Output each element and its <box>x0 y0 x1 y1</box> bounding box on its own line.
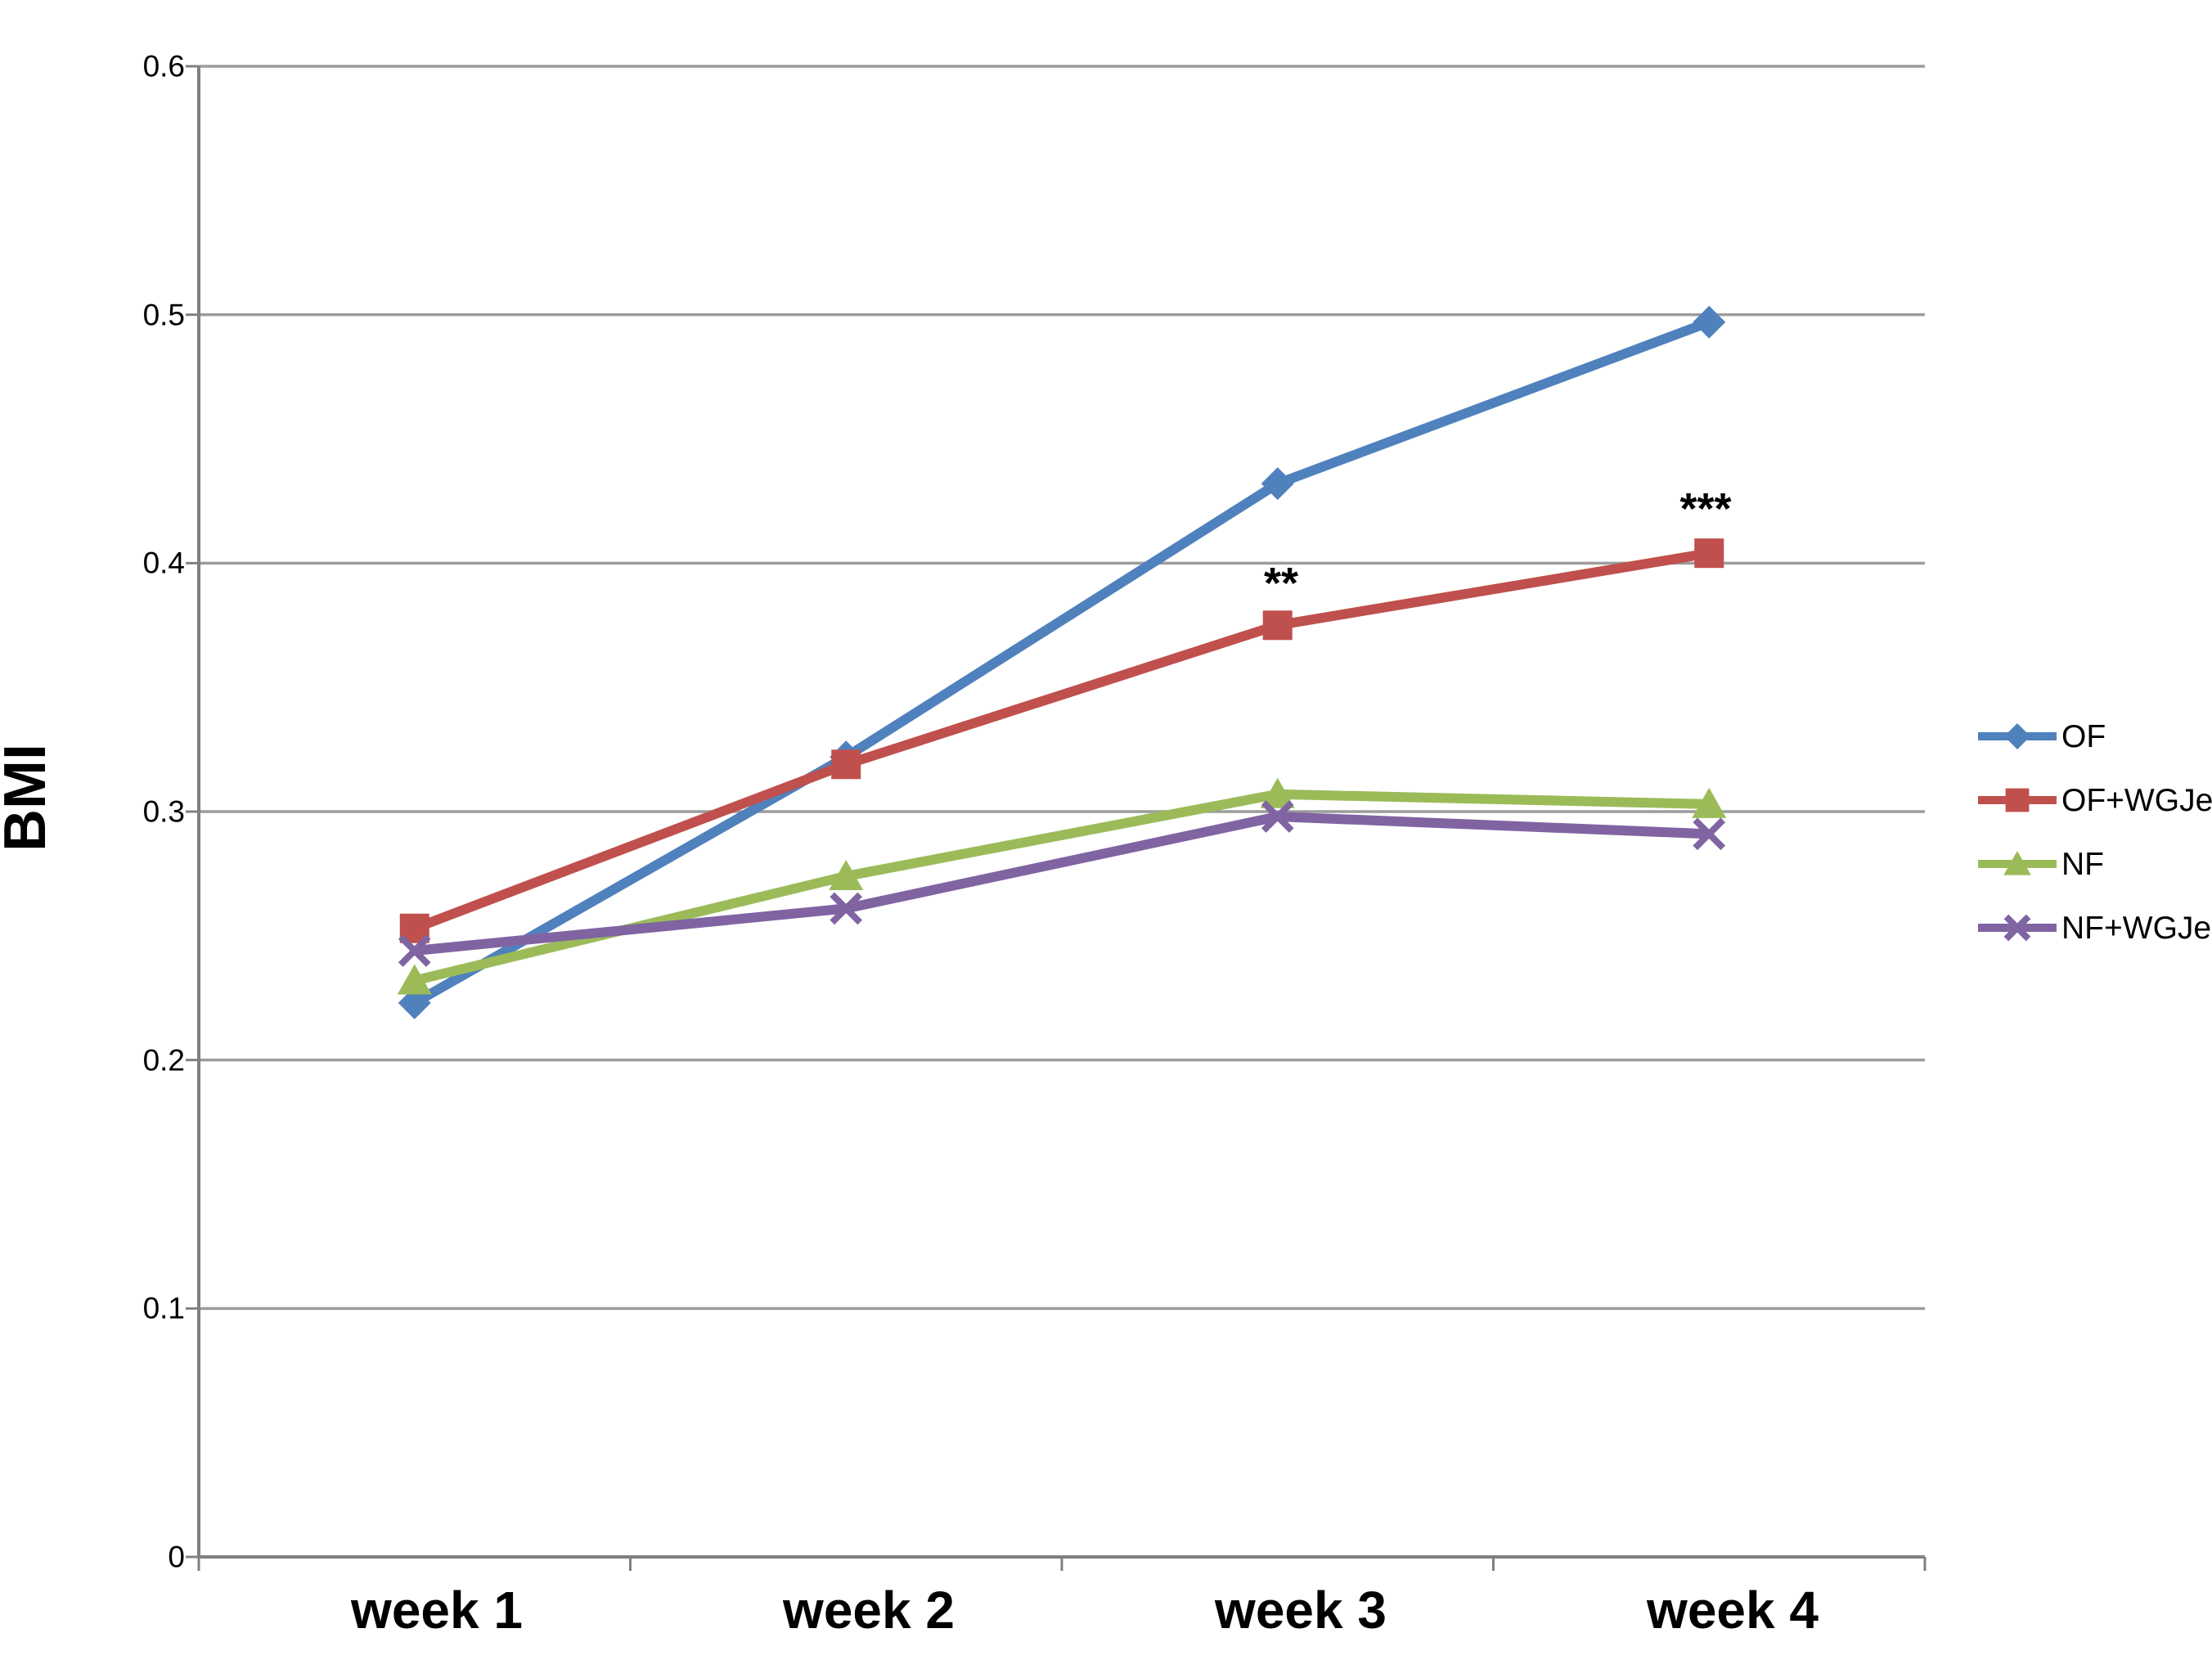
series-line-OF+WGJe <box>409 548 1715 933</box>
series-line-OF <box>409 317 1715 1008</box>
y-tick-label: 0.3 <box>143 795 185 829</box>
y-tick-label: 0.6 <box>143 50 185 83</box>
series-line-NF+WGJe <box>409 812 1715 956</box>
data-point-NF-week 1 <box>397 964 432 995</box>
y-tick-label: 0.1 <box>143 1292 185 1325</box>
data-point-NF+WGJe-week 1 <box>398 934 431 967</box>
legend-marker-NF <box>2003 851 2031 875</box>
data-point-NF+WGJe-week 2 <box>830 892 863 925</box>
data-point-OF+WGJe-week 4 <box>1694 538 1724 569</box>
gridlines <box>199 65 1925 1311</box>
y-axis-title: BMI <box>0 744 58 852</box>
x-tick-label: week 1 <box>350 1581 523 1640</box>
significance-annotation-week3: ** <box>1264 559 1298 608</box>
data-point-OF-week 3 <box>1261 467 1294 501</box>
y-tick-label: 0.5 <box>143 299 185 332</box>
legend-marker-OF <box>2004 723 2030 749</box>
legend-label-nfwgje: NF+WGJe <box>2061 911 2211 946</box>
y-tick-label: 0.2 <box>143 1044 185 1077</box>
x-tick-label: week 3 <box>1214 1581 1387 1640</box>
legend-marker-OF+WGJe <box>2005 788 2030 812</box>
data-point-NF+WGJe-week 4 <box>1693 817 1726 851</box>
legend-label-nf: NF <box>2061 847 2104 882</box>
data-point-NF-week 4 <box>1692 787 1727 818</box>
y-tick-label: 0.4 <box>143 547 185 580</box>
series-lines <box>397 305 1727 1019</box>
data-point-OF-week 4 <box>1693 305 1726 339</box>
significance-annotation-week4: *** <box>1679 484 1731 533</box>
legend-marker-NF+WGJe <box>2003 914 2031 942</box>
y-tick-label: 0 <box>168 1541 185 1574</box>
data-point-OF+WGJe-week 3 <box>1262 610 1293 641</box>
legend-markers <box>1978 723 2057 942</box>
x-tick-label: week 2 <box>782 1581 955 1640</box>
legend-label-of: OF <box>2061 719 2106 754</box>
data-point-OF+WGJe-week 2 <box>831 749 861 780</box>
chart-text: BMI 0 0.1 0.2 0.3 0.4 0.5 0.6 week 1 wee… <box>0 50 2212 1640</box>
x-tick-label: week 4 <box>1646 1581 1819 1640</box>
data-point-OF-week 1 <box>398 986 431 1019</box>
axes <box>186 65 1927 1571</box>
data-point-NF-week 2 <box>829 859 864 890</box>
data-point-NF-week 3 <box>1260 777 1295 808</box>
legend-label-ofwgje: OF+WGJe <box>2061 783 2212 818</box>
data-point-NF+WGJe-week 3 <box>1261 800 1294 833</box>
